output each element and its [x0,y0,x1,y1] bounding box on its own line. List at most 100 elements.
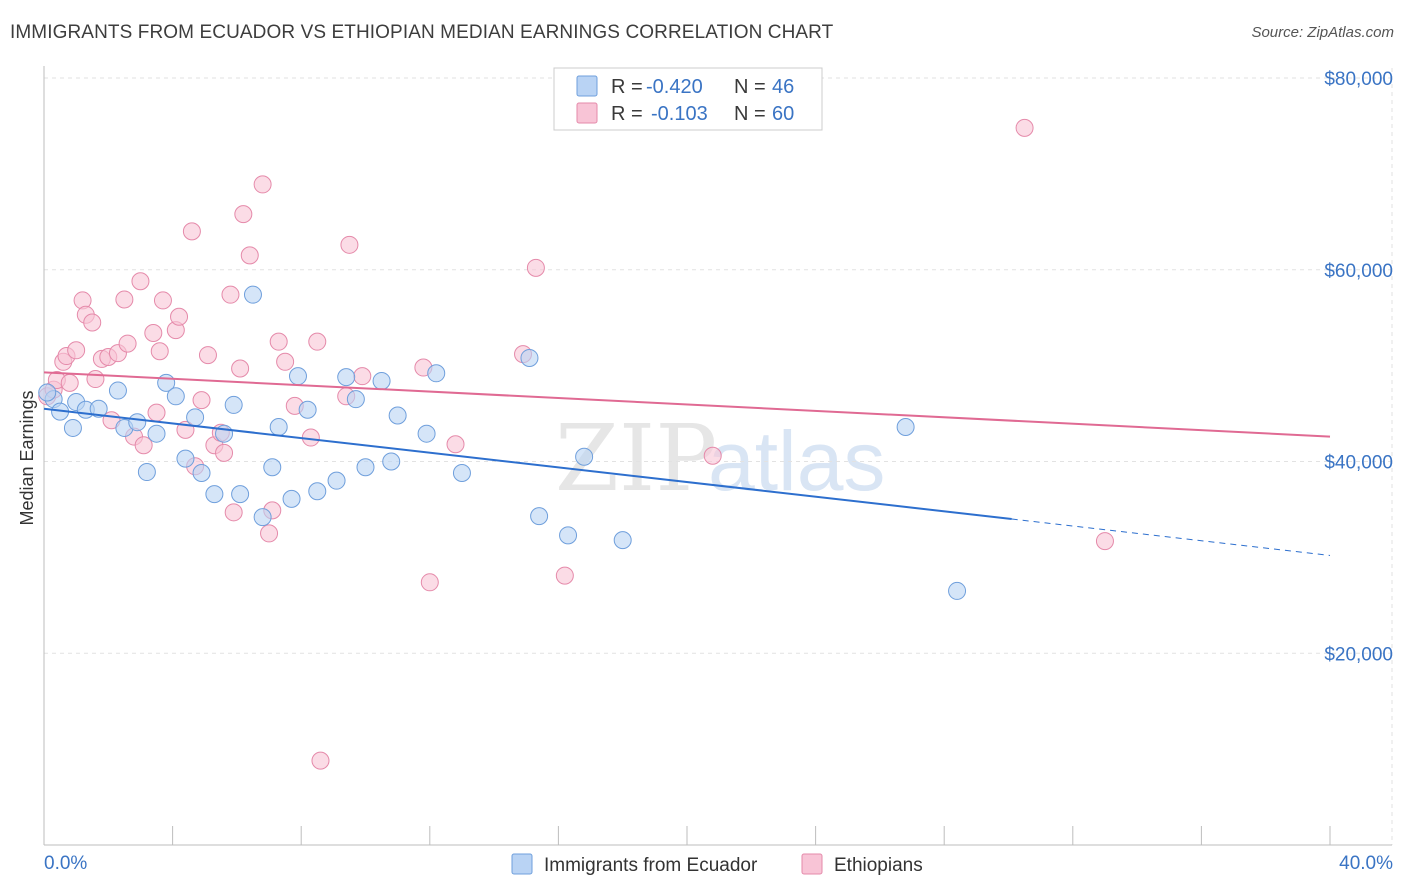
ethiopian-point-18 [131,272,150,291]
ethiopian-point-35 [231,359,250,378]
y-tick-label-0: $20,000 [1324,644,1393,665]
legend-r-value-ecuador: -0.420 [646,76,703,98]
axes [43,66,1392,846]
ecuador-point-9 [137,463,156,482]
ethiopian-point-21 [147,403,166,422]
ecuador-point-2 [63,418,82,437]
ecuador-point-42 [613,531,632,550]
chart-title: IMMIGRANTS FROM ECUADOR VS ETHIOPIAN MED… [10,22,834,43]
ecuador-point-22 [263,458,282,477]
ethiopian-point-56 [703,446,722,465]
ecuador-point-8 [128,413,147,432]
bottom-legend-swatch-ethiopians [801,853,823,875]
y-tick-labels: $20,000 $40,000 $60,000 $80,000 [1324,69,1393,665]
ethiopian-trend-line [43,371,1331,438]
trend-lines [43,371,1331,556]
ethiopian-point-16 [118,334,137,353]
ethiopian-point-28 [192,391,211,410]
ecuador-trend-line [43,407,1012,521]
legend-r-label-ecuador: R = [611,76,643,98]
ecuador-point-31 [356,458,375,477]
ecuador-point-21 [253,508,272,527]
ecuador-point-16 [205,485,224,504]
legend-swatch-ecuador [576,75,598,97]
legend-n-value-ecuador: 46 [772,76,794,98]
ethiopian-point-41 [269,332,288,351]
y-tick-label-1: $40,000 [1324,453,1393,474]
source-credit: Source: ZipAtlas.com [1251,24,1394,41]
ethiopian-point-38 [253,175,272,194]
legend-r-value-ethiopians: -0.103 [651,103,708,125]
ecuador-point-18 [224,395,243,414]
ecuador-point-24 [282,489,301,508]
ecuador-point-27 [308,482,327,501]
ethiopian-point-57 [1015,118,1034,137]
ecuador-point-14 [186,408,205,427]
legend-n-value-ethiopians: 60 [772,103,794,125]
ecuador-point-15 [192,464,211,483]
ecuador-point-28 [327,471,346,490]
ecuador-point-38 [520,348,539,367]
ecuador-point-30 [346,390,365,409]
ethiopian-point-37 [240,246,259,265]
ecuador-point-35 [417,424,436,443]
ecuador-point-40 [559,526,578,545]
ethiopian-point-6 [67,341,86,360]
bottom-legend-swatch-ecuador [511,853,533,875]
ecuador-point-37 [452,464,471,483]
correlation-legend: R = -0.420 N = 46 R = -0.103 N = 60 [553,67,823,131]
ecuador-point-23 [269,417,288,436]
ethiopian-point-22 [150,342,169,361]
ecuador-point-44 [948,581,967,600]
ecuador-point-32 [372,371,391,390]
ethiopian-point-33 [221,285,240,304]
legend-box [553,67,823,131]
ethiopian-point-45 [308,332,327,351]
ecuador-point-33 [382,452,401,471]
ecuador-point-43 [896,417,915,436]
legend-swatch-ethiopians [576,102,598,124]
ecuador-point-12 [166,387,185,406]
ethiopian-point-15 [115,290,134,309]
ethiopian-point-34 [224,503,243,522]
ecuador-point-39 [530,507,549,526]
ecuador-point-20 [243,285,262,304]
ethiopian-point-55 [555,566,574,585]
ethiopian-point-49 [353,367,372,386]
bottom-legend-label-ethiopians: Ethiopians [834,855,923,876]
x-tick-labels: 0.0% 40.0% [44,853,1393,874]
ethiopian-point-48 [340,235,359,254]
ethiopian-point-5 [60,373,79,392]
series-immigrants-from-ecuador [38,285,967,600]
ethiopian-point-23 [153,291,172,310]
ecuador-point-45 [38,383,57,402]
ethiopian-point-36 [234,205,253,224]
ethiopian-point-51 [420,573,439,592]
ecuador-point-34 [388,406,407,425]
legend-r-label-ethiopians: R = [611,103,643,125]
legend-n-label-ethiopians: N = [734,103,766,125]
y-tick-label-3: $80,000 [1324,69,1393,90]
ecuador-point-29 [337,368,356,387]
series-ethiopians [38,118,1114,770]
x-tick-label-1: 40.0% [1339,853,1393,874]
ethiopian-point-19 [134,436,153,455]
ethiopian-point-39 [260,524,279,543]
ethiopian-point-25 [170,307,189,326]
ethiopian-point-59 [182,222,201,241]
series-legend: Immigrants from Ecuador Ethiopians [511,853,923,876]
ethiopian-point-20 [144,324,163,343]
ecuador-trend-extension [1011,518,1331,556]
ethiopian-point-42 [276,352,295,371]
ethiopian-point-32 [215,443,234,462]
y-axis-label: Median Earnings [17,390,37,525]
ethiopian-point-46 [311,751,330,770]
ecuador-point-13 [176,449,195,468]
ethiopian-point-9 [83,313,102,332]
ecuador-point-6 [108,381,127,400]
ecuador-point-25 [288,367,307,386]
ecuador-point-5 [89,399,108,418]
ecuador-point-10 [147,424,166,443]
ecuador-point-36 [427,364,446,383]
ethiopian-point-52 [446,435,465,454]
